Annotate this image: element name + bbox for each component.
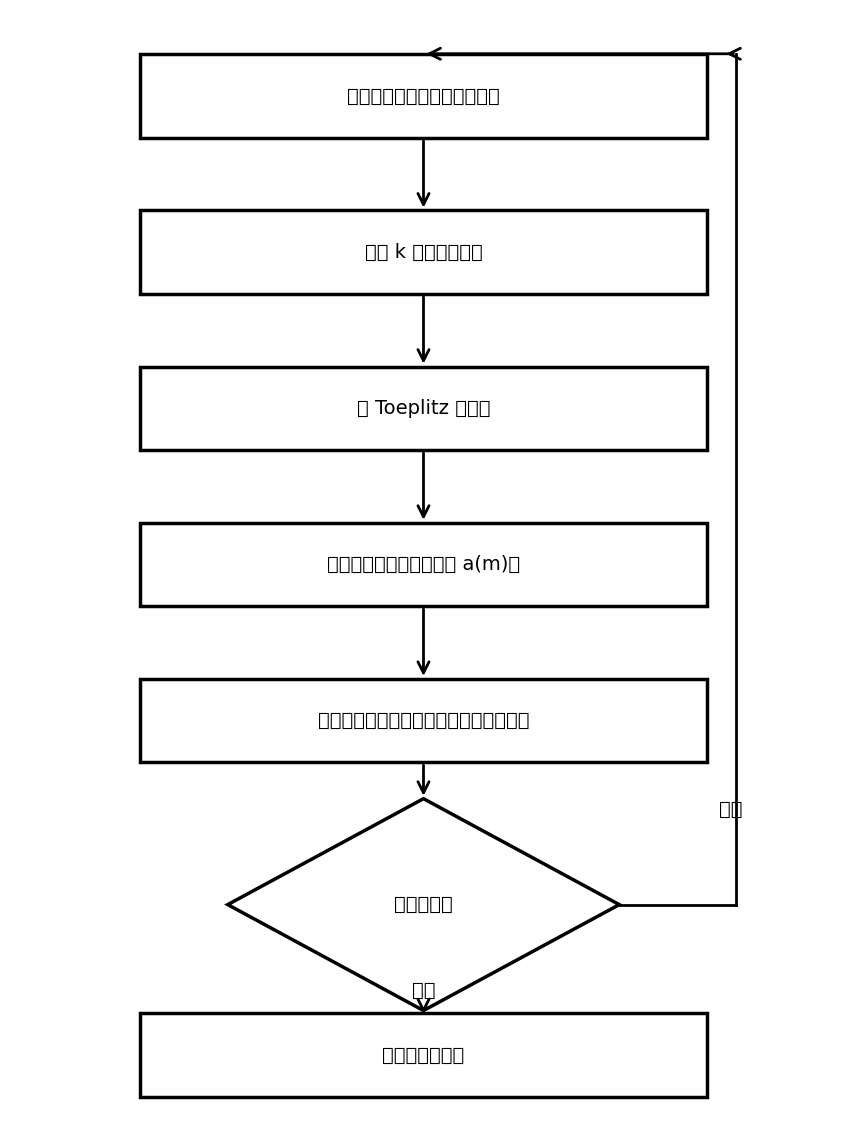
Text: 解线性方程组求滤波因子 a(m)。: 解线性方程组求滤波因子 a(m)。 [327,555,520,574]
Text: 是否处理完: 是否处理完 [394,895,453,914]
Text: 取第 k 个时窗数据。: 取第 k 个时窗数据。 [364,243,483,262]
Bar [141,54,706,138]
Bar [141,1014,706,1097]
Text: 是。: 是。 [412,981,435,1000]
Text: 输入浅剖待处理记录及参数。: 输入浅剖待处理记录及参数。 [347,87,500,106]
Text: 求反褒积因子与时窗中每道记录的卷积。: 求反褒积因子与时窗中每道记录的卷积。 [318,711,529,730]
Text: 否。: 否。 [719,800,743,820]
Bar [141,210,706,294]
Polygon shape [228,798,619,1010]
Text: 输出浅剖记录。: 输出浅剖记录。 [382,1045,465,1065]
Bar [141,367,706,450]
Bar [141,679,706,762]
Text: 求 Toeplitz 矩阵。: 求 Toeplitz 矩阵。 [357,399,490,418]
Bar [141,523,706,606]
